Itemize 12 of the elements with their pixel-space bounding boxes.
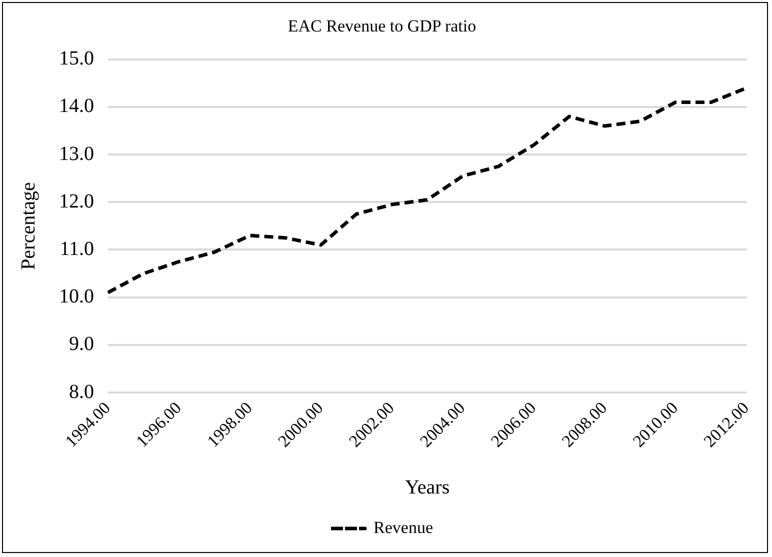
y-tick-label: 15.0 xyxy=(59,48,94,70)
legend-label: Revenue xyxy=(374,518,433,537)
y-tick-label: 13.0 xyxy=(59,142,94,165)
y-tick-label: 9.0 xyxy=(69,333,94,356)
y-tick-label: 14.0 xyxy=(59,95,94,118)
x-axis-title: Years xyxy=(404,476,450,498)
y-tick-label: 12.0 xyxy=(59,190,94,212)
y-tick-label: 8.0 xyxy=(69,380,94,403)
y-tick-label: 10.0 xyxy=(59,286,94,308)
y-axis-title: Percentage xyxy=(17,182,40,270)
y-tick-label: 11.0 xyxy=(60,238,94,260)
chart-title: EAC Revenue to GDP ratio xyxy=(288,16,476,36)
